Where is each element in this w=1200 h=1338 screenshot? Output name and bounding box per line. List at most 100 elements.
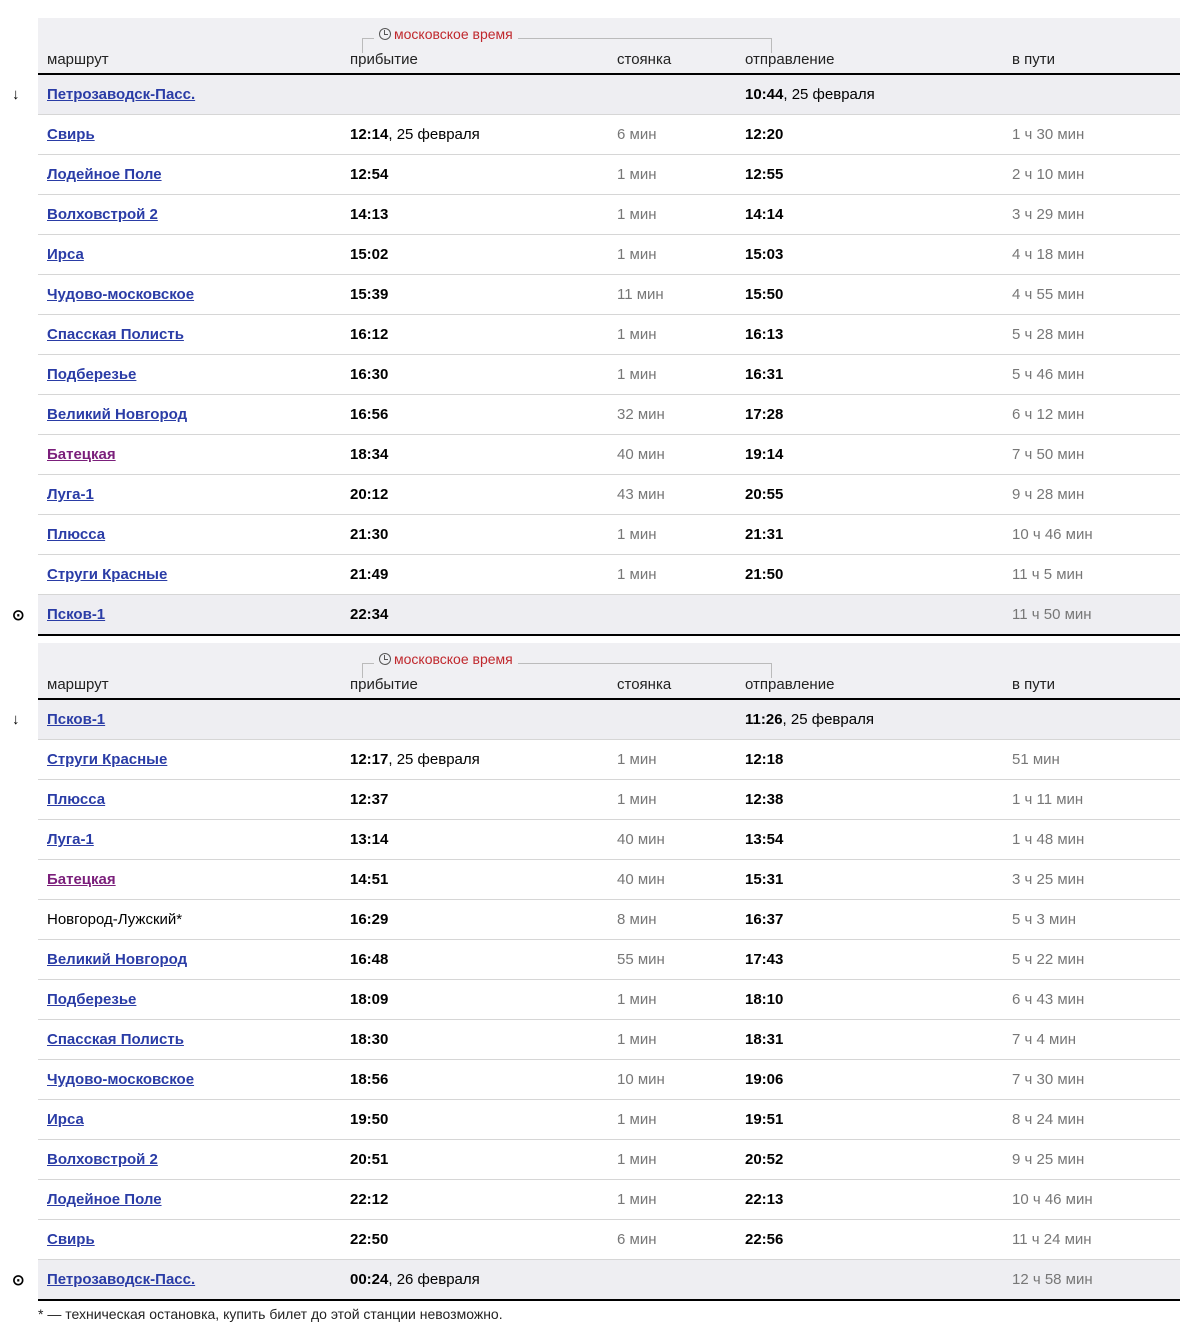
arrival-time: 16:48 <box>350 951 389 968</box>
station-name: Новгород-Лужский* <box>47 911 183 928</box>
arrival-cell: 21:49 <box>350 566 388 583</box>
arrival-cell: 19:50 <box>350 1111 388 1128</box>
station-cell: Псков-1 <box>47 711 105 728</box>
arrival-time: 18:34 <box>350 446 389 463</box>
station-link[interactable]: Луга-1 <box>47 486 94 503</box>
station-link[interactable]: Чудово-московское <box>47 286 195 303</box>
travel-time: 11 ч 50 мин <box>1012 606 1092 623</box>
arrival-cell: 16:30 <box>350 366 388 383</box>
station-link[interactable]: Свирь <box>47 126 95 143</box>
table-row: Струги Красные 21:49 1 мин 21:50 11 ч 5 мин <box>38 555 1180 595</box>
station-cell: Псков-1 <box>47 606 105 623</box>
station-link[interactable]: Струги Красные <box>47 566 168 583</box>
column-header-departure: отправление <box>745 51 835 68</box>
arrival-date: , 26 февраля <box>388 1271 480 1288</box>
station-link[interactable]: Спасская Полисть <box>47 1031 184 1048</box>
stop-duration: 1 мин <box>617 1191 657 1208</box>
departure-time: 11:26 <box>745 711 783 728</box>
stop-duration: 40 мин <box>617 446 665 463</box>
departure-cell: 21:31 <box>745 526 783 543</box>
station-link[interactable]: Великий Новгород <box>47 951 188 968</box>
stop-duration: 1 мин <box>617 246 657 263</box>
arrival-cell: 14:51 <box>350 871 388 888</box>
table-row: Лодейное Поле 22:12 1 мин 22:13 10 ч 46 мин <box>38 1180 1180 1220</box>
table-row: Плюсса 12:37 1 мин 12:38 1 ч 11 мин <box>38 780 1180 820</box>
station-link[interactable]: Лодейное Поле <box>47 166 162 183</box>
station-link[interactable]: Струги Красные <box>47 751 168 768</box>
stop-duration: 32 мин <box>617 406 665 423</box>
station-link[interactable]: Петрозаводск-Пасс. <box>47 1271 196 1288</box>
clock-icon <box>379 653 391 665</box>
target-icon: ⊙ <box>12 607 25 624</box>
arrival-time: 22:34 <box>350 606 389 623</box>
departure-time: 14:14 <box>745 206 784 223</box>
arrival-cell: 22:50 <box>350 1231 388 1248</box>
station-cell: Волховстрой 2 <box>47 1151 158 1168</box>
arrival-cell: 15:02 <box>350 246 388 263</box>
stop-duration: 10 мин <box>617 1071 665 1088</box>
departure-cell: 15:03 <box>745 246 783 263</box>
arrival-time: 13:14 <box>350 831 389 848</box>
station-link[interactable]: Спасская Полисть <box>47 326 184 343</box>
table-row: Лодейное Поле 12:54 1 мин 12:55 2 ч 10 мин <box>38 155 1180 195</box>
arrival-cell: 12:14, 25 февраля <box>350 126 480 143</box>
travel-time: 4 ч 55 мин <box>1012 286 1085 303</box>
station-link[interactable]: Ирса <box>47 1111 84 1128</box>
travel-time: 8 ч 24 мин <box>1012 1111 1085 1128</box>
travel-time: 51 мин <box>1012 751 1060 768</box>
station-link[interactable]: Батецкая <box>47 871 116 888</box>
station-link[interactable]: Свирь <box>47 1231 95 1248</box>
station-link[interactable]: Псков-1 <box>47 711 106 728</box>
table-row: Подберезье 18:09 1 мин 18:10 6 ч 43 мин <box>38 980 1180 1020</box>
table-header: московское время маршрут прибытие стоянка от… <box>38 18 1180 75</box>
departure-cell: 15:31 <box>745 871 783 888</box>
arrival-cell: 18:30 <box>350 1031 388 1048</box>
departure-cell: 15:50 <box>745 286 783 303</box>
station-link[interactable]: Волховстрой 2 <box>47 206 158 223</box>
station-link[interactable]: Батецкая <box>47 446 116 463</box>
station-link[interactable]: Волховстрой 2 <box>47 1151 158 1168</box>
station-link[interactable]: Плюсса <box>47 526 106 543</box>
arrival-time: 22:12 <box>350 1191 389 1208</box>
arrival-cell: 22:34 <box>350 606 388 623</box>
arrival-cell: 16:48 <box>350 951 388 968</box>
station-link[interactable]: Подберезье <box>47 991 137 1008</box>
travel-time: 9 ч 28 мин <box>1012 486 1085 503</box>
travel-time: 7 ч 30 мин <box>1012 1071 1085 1088</box>
station-link[interactable]: Лодейное Поле <box>47 1191 162 1208</box>
stop-duration: 1 мин <box>617 791 657 808</box>
departure-time: 16:37 <box>745 911 784 928</box>
station-cell: Чудово-московское <box>47 1071 194 1088</box>
station-link[interactable]: Псков-1 <box>47 606 106 623</box>
schedule-table-2: московское время маршрут прибытие стоянка от… <box>12 643 1180 1301</box>
arrival-cell: 18:09 <box>350 991 388 1008</box>
station-cell: Плюсса <box>47 526 105 543</box>
stop-duration: 1 мин <box>617 1031 657 1048</box>
arrival-time: 20:51 <box>350 1151 389 1168</box>
travel-time: 5 ч 3 мин <box>1012 911 1076 928</box>
station-link[interactable]: Чудово-московское <box>47 1071 195 1088</box>
station-link[interactable]: Петрозаводск-Пасс. <box>47 86 196 103</box>
footnote: * — техническая остановка, купить билет … <box>38 1306 503 1322</box>
arrival-time: 16:29 <box>350 911 389 928</box>
station-cell: Свирь <box>47 1231 95 1248</box>
travel-time: 7 ч 4 мин <box>1012 1031 1076 1048</box>
table-row: Батецкая 18:34 40 мин 19:14 7 ч 50 мин <box>38 435 1180 475</box>
station-link[interactable]: Великий Новгород <box>47 406 188 423</box>
moscow-time-text: московское время <box>394 26 513 42</box>
station-link[interactable]: Луга-1 <box>47 831 94 848</box>
departure-time: 20:52 <box>745 1151 784 1168</box>
arrival-time: 19:50 <box>350 1111 389 1128</box>
arrival-time: 16:30 <box>350 366 389 383</box>
station-link[interactable]: Ирса <box>47 246 84 263</box>
travel-time: 6 ч 43 мин <box>1012 991 1085 1008</box>
arrival-cell: 20:51 <box>350 1151 388 1168</box>
arrival-cell: 00:24, 26 февраля <box>350 1271 480 1288</box>
station-link[interactable]: Плюсса <box>47 791 106 808</box>
departure-time: 22:13 <box>745 1191 784 1208</box>
station-cell: Великий Новгород <box>47 406 187 423</box>
departure-cell: 16:13 <box>745 326 783 343</box>
departure-cell: 12:18 <box>745 751 783 768</box>
arrival-time: 15:39 <box>350 286 389 303</box>
station-link[interactable]: Подберезье <box>47 366 137 383</box>
